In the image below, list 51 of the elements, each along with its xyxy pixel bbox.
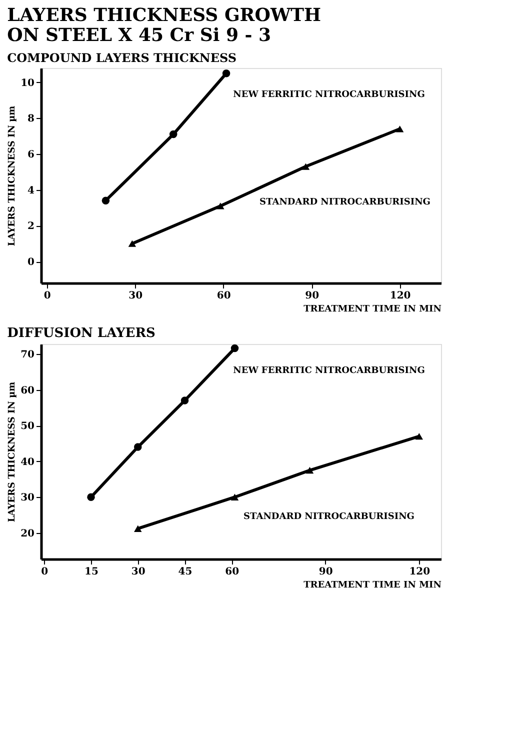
series-label: STANDARD NITROCARBURISING xyxy=(260,197,430,208)
point xyxy=(128,240,136,247)
y-tick-label: 30 xyxy=(20,492,35,504)
point xyxy=(230,494,239,500)
y-tick-label: 6 xyxy=(28,150,35,160)
point xyxy=(216,202,224,210)
x-tick-label: 30 xyxy=(128,290,143,302)
point xyxy=(302,163,310,170)
chart-title: DIFFUSION LAYERS xyxy=(7,326,156,341)
text: LAYERS THICKNESS GROWTH xyxy=(7,5,322,26)
point xyxy=(306,466,314,474)
x-axis-title: TREATMENT TIME IN MIN xyxy=(304,580,442,590)
x-tick-label: 120 xyxy=(409,566,430,578)
series-label: NEW FERRITIC NITROCARBURISING xyxy=(233,90,425,100)
x-tick-label: 90 xyxy=(318,566,333,578)
text: ON STEEL X 45 Cr Si 9 - 3 xyxy=(7,25,272,46)
y-tick-label: 0 xyxy=(28,257,35,268)
x-tick-label: 45 xyxy=(178,566,192,578)
point xyxy=(222,70,230,78)
y-tick-label: 10 xyxy=(20,78,35,89)
y-tick-label: 70 xyxy=(20,350,35,361)
x-tick-label: 60 xyxy=(225,566,240,578)
x-tick-label: 15 xyxy=(84,566,98,578)
series-label: STANDARD NITROCARBURISING xyxy=(244,512,414,522)
point xyxy=(230,344,239,352)
y-tick-label: 60 xyxy=(20,385,35,396)
y-tick-label: 4 xyxy=(28,185,35,196)
x-tick-label: 0 xyxy=(44,290,51,302)
x-tick-label: 60 xyxy=(216,290,231,302)
y-tick-label: 50 xyxy=(20,421,35,432)
x-tick-label: 30 xyxy=(131,566,146,578)
x-tick-label: 120 xyxy=(390,290,411,302)
y-axis-title: LAYERS THICKNESS IN µm xyxy=(8,105,18,246)
point xyxy=(134,525,142,532)
y-tick-label: 20 xyxy=(20,528,35,540)
point xyxy=(134,443,142,451)
point xyxy=(87,493,95,501)
series-label: NEW FERRITIC NITROCARBURISING xyxy=(233,366,425,376)
x-tick-label: 0 xyxy=(41,566,48,578)
x-axis-title: TREATMENT TIME IN MIN xyxy=(304,304,442,314)
y-tick-label: 8 xyxy=(28,114,35,125)
y-axis-title: LAYERS THICKNESS IN µm xyxy=(8,381,18,522)
point xyxy=(102,196,110,204)
y-tick-label: 40 xyxy=(20,456,35,468)
chart-subtitle: COMPOUND LAYERS THICKNESS xyxy=(7,51,237,65)
x-tick-label: 90 xyxy=(305,290,320,302)
y-tick-label: 2 xyxy=(28,221,35,232)
point xyxy=(415,432,423,440)
point xyxy=(180,396,189,404)
point xyxy=(169,130,178,138)
point xyxy=(396,126,404,132)
